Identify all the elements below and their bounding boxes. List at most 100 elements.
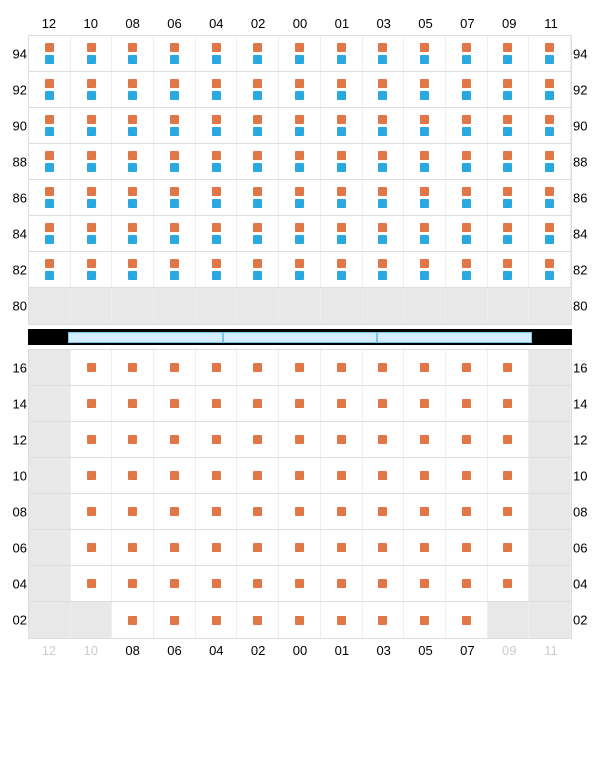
- seat-cell[interactable]: [196, 216, 238, 251]
- seat-cell[interactable]: [154, 566, 196, 601]
- seat-cell[interactable]: [279, 108, 321, 143]
- seat-cell[interactable]: [29, 108, 71, 143]
- seat-cell[interactable]: [154, 216, 196, 251]
- seat-cell[interactable]: [529, 144, 571, 179]
- seat-cell[interactable]: [237, 36, 279, 71]
- seat-cell[interactable]: [488, 494, 530, 529]
- seat-cell[interactable]: [446, 180, 488, 215]
- seat-cell[interactable]: [196, 252, 238, 287]
- seat-cell[interactable]: [279, 216, 321, 251]
- seat-cell[interactable]: [237, 72, 279, 107]
- seat-cell[interactable]: [154, 252, 196, 287]
- seat-cell[interactable]: [488, 422, 530, 457]
- seat-cell[interactable]: [279, 350, 321, 385]
- seat-cell[interactable]: [196, 530, 238, 565]
- seat-cell[interactable]: [237, 494, 279, 529]
- seat-cell[interactable]: [363, 494, 405, 529]
- seat-cell[interactable]: [29, 252, 71, 287]
- seat-cell[interactable]: [446, 602, 488, 638]
- seat-cell[interactable]: [404, 252, 446, 287]
- seat-cell[interactable]: [321, 180, 363, 215]
- seat-cell[interactable]: [446, 108, 488, 143]
- seat-cell[interactable]: [196, 386, 238, 421]
- seat-cell[interactable]: [321, 566, 363, 601]
- seat-cell[interactable]: [321, 386, 363, 421]
- seat-cell[interactable]: [112, 386, 154, 421]
- seat-cell[interactable]: [154, 602, 196, 638]
- seat-cell[interactable]: [71, 144, 113, 179]
- seat-cell[interactable]: [529, 180, 571, 215]
- seat-cell[interactable]: [154, 108, 196, 143]
- seat-cell[interactable]: [488, 144, 530, 179]
- seat-cell[interactable]: [363, 108, 405, 143]
- seat-cell[interactable]: [363, 144, 405, 179]
- seat-cell[interactable]: [154, 36, 196, 71]
- seat-cell[interactable]: [363, 566, 405, 601]
- seat-cell[interactable]: [196, 602, 238, 638]
- seat-cell[interactable]: [71, 108, 113, 143]
- seat-cell[interactable]: [404, 72, 446, 107]
- seat-cell[interactable]: [446, 72, 488, 107]
- seat-cell[interactable]: [29, 72, 71, 107]
- seat-cell[interactable]: [321, 216, 363, 251]
- seat-cell[interactable]: [237, 144, 279, 179]
- seat-cell[interactable]: [529, 216, 571, 251]
- seat-cell[interactable]: [488, 216, 530, 251]
- seat-cell[interactable]: [363, 602, 405, 638]
- seat-cell[interactable]: [446, 530, 488, 565]
- seat-cell[interactable]: [488, 36, 530, 71]
- seat-cell[interactable]: [279, 458, 321, 493]
- seat-cell[interactable]: [321, 144, 363, 179]
- seat-cell[interactable]: [446, 216, 488, 251]
- seat-cell[interactable]: [112, 422, 154, 457]
- seat-cell[interactable]: [71, 386, 113, 421]
- seat-cell[interactable]: [237, 386, 279, 421]
- seat-cell[interactable]: [279, 566, 321, 601]
- seat-cell[interactable]: [446, 386, 488, 421]
- seat-cell[interactable]: [363, 350, 405, 385]
- seat-cell[interactable]: [363, 458, 405, 493]
- seat-cell[interactable]: [321, 72, 363, 107]
- seat-cell[interactable]: [154, 72, 196, 107]
- seat-cell[interactable]: [196, 422, 238, 457]
- seat-cell[interactable]: [363, 252, 405, 287]
- seat-cell[interactable]: [488, 252, 530, 287]
- seat-cell[interactable]: [488, 566, 530, 601]
- seat-cell[interactable]: [279, 386, 321, 421]
- seat-cell[interactable]: [321, 602, 363, 638]
- seat-cell[interactable]: [404, 494, 446, 529]
- seat-cell[interactable]: [112, 72, 154, 107]
- seat-cell[interactable]: [446, 494, 488, 529]
- seat-cell[interactable]: [196, 350, 238, 385]
- seat-cell[interactable]: [363, 72, 405, 107]
- seat-cell[interactable]: [446, 36, 488, 71]
- seat-cell[interactable]: [446, 252, 488, 287]
- seat-cell[interactable]: [321, 458, 363, 493]
- seat-cell[interactable]: [529, 108, 571, 143]
- seat-cell[interactable]: [363, 216, 405, 251]
- seat-cell[interactable]: [363, 386, 405, 421]
- seat-cell[interactable]: [154, 530, 196, 565]
- seat-cell[interactable]: [404, 386, 446, 421]
- seat-cell[interactable]: [279, 144, 321, 179]
- seat-cell[interactable]: [529, 36, 571, 71]
- seat-cell[interactable]: [446, 566, 488, 601]
- seat-cell[interactable]: [237, 566, 279, 601]
- seat-cell[interactable]: [154, 144, 196, 179]
- seat-cell[interactable]: [71, 36, 113, 71]
- seat-cell[interactable]: [237, 216, 279, 251]
- seat-cell[interactable]: [404, 530, 446, 565]
- seat-cell[interactable]: [488, 530, 530, 565]
- seat-cell[interactable]: [196, 72, 238, 107]
- seat-cell[interactable]: [404, 422, 446, 457]
- seat-cell[interactable]: [404, 602, 446, 638]
- seat-cell[interactable]: [321, 422, 363, 457]
- seat-cell[interactable]: [488, 108, 530, 143]
- seat-cell[interactable]: [321, 494, 363, 529]
- seat-cell[interactable]: [279, 602, 321, 638]
- seat-cell[interactable]: [279, 494, 321, 529]
- seat-cell[interactable]: [196, 566, 238, 601]
- seat-cell[interactable]: [404, 566, 446, 601]
- seat-cell[interactable]: [363, 36, 405, 71]
- seat-cell[interactable]: [196, 144, 238, 179]
